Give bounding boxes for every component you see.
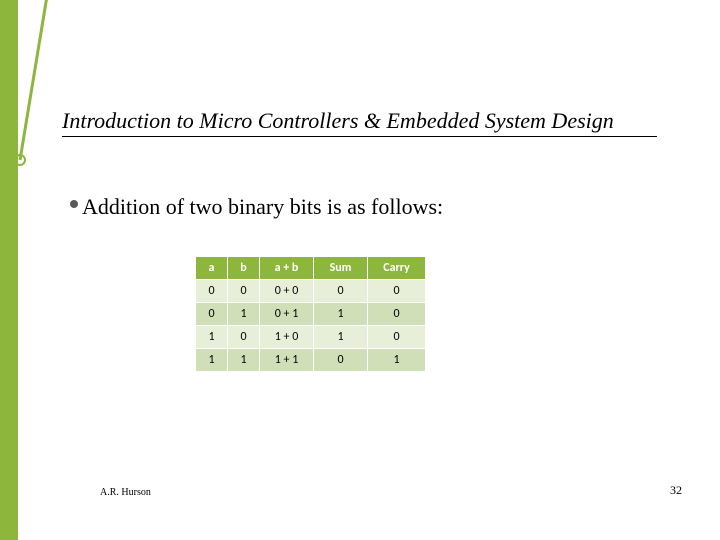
table-row: 1 1 1 + 1 0 1 (196, 349, 426, 372)
cell: 0 (196, 280, 228, 303)
cell: 0 (228, 280, 260, 303)
cell: 0 (368, 303, 426, 326)
th-carry: Carry (368, 257, 426, 280)
cell: 0 (196, 303, 228, 326)
cell: 1 (314, 303, 368, 326)
diagonal-accent-line (18, 0, 50, 540)
cell: 0 + 1 (260, 303, 314, 326)
table-header-row: a b a + b Sum Carry (196, 257, 426, 280)
binary-addition-table: a b a + b Sum Carry 0 0 0 + 0 0 0 0 1 0 … (195, 256, 426, 372)
cell: 1 (196, 326, 228, 349)
cell: 1 (228, 303, 260, 326)
th-sum: Sum (314, 257, 368, 280)
bullet-row: Addition of two binary bits is as follow… (70, 194, 443, 220)
bullet-dot-icon (70, 200, 78, 208)
cell: 1 (314, 326, 368, 349)
cell: 1 + 1 (260, 349, 314, 372)
cell: 1 + 0 (260, 326, 314, 349)
th-aplusb: a + b (260, 257, 314, 280)
cell: 0 (228, 326, 260, 349)
table-row: 1 0 1 + 0 1 0 (196, 326, 426, 349)
cell: 0 + 0 (260, 280, 314, 303)
footer-page-number: 32 (670, 483, 682, 498)
slide-title: Introduction to Micro Controllers & Embe… (62, 108, 614, 134)
cell: 0 (314, 349, 368, 372)
cell: 1 (196, 349, 228, 372)
cell: 1 (228, 349, 260, 372)
cell: 1 (368, 349, 426, 372)
cell: 0 (314, 280, 368, 303)
green-vertical-bar (0, 0, 18, 540)
th-b: b (228, 257, 260, 280)
table-row: 0 1 0 + 1 1 0 (196, 303, 426, 326)
footer-author: A.R. Hurson (100, 487, 151, 498)
cell: 0 (368, 280, 426, 303)
bullet-text: Addition of two binary bits is as follow… (82, 194, 443, 220)
table-row: 0 0 0 + 0 0 0 (196, 280, 426, 303)
th-a: a (196, 257, 228, 280)
left-decoration (0, 0, 50, 540)
cell: 0 (368, 326, 426, 349)
title-underline (62, 136, 657, 137)
